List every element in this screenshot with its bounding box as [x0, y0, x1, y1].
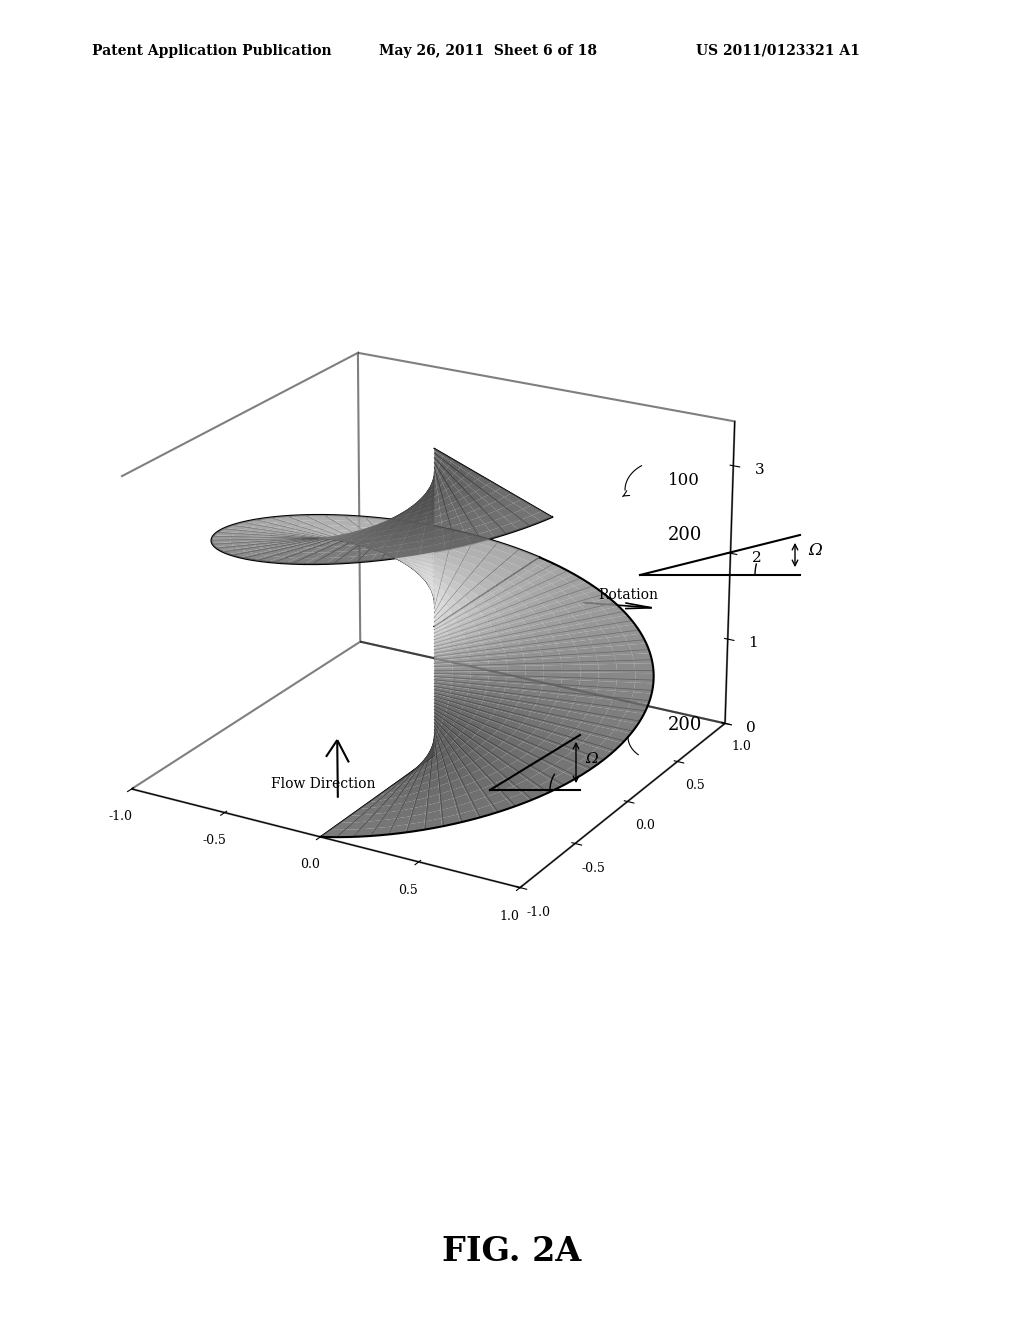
- Text: Patent Application Publication: Patent Application Publication: [92, 44, 332, 58]
- Text: 100: 100: [668, 473, 699, 488]
- Text: Ω: Ω: [808, 543, 821, 558]
- Text: FIG. 2A: FIG. 2A: [442, 1236, 582, 1267]
- Text: 200: 200: [668, 525, 702, 544]
- Text: Ω: Ω: [585, 752, 598, 766]
- Text: May 26, 2011  Sheet 6 of 18: May 26, 2011 Sheet 6 of 18: [379, 44, 597, 58]
- Text: US 2011/0123321 A1: US 2011/0123321 A1: [696, 44, 860, 58]
- Text: 200: 200: [668, 715, 702, 734]
